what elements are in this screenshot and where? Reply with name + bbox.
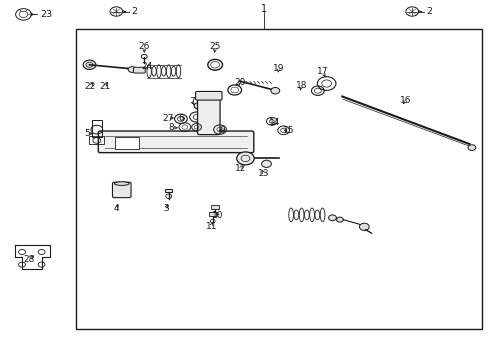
Text: 19: 19 — [272, 64, 284, 73]
Bar — [89, 136, 104, 144]
Circle shape — [194, 103, 203, 109]
Text: 21: 21 — [99, 82, 111, 91]
Text: 3: 3 — [163, 204, 169, 212]
Circle shape — [128, 67, 136, 72]
Circle shape — [236, 152, 254, 165]
Circle shape — [270, 87, 279, 94]
Bar — [76, 29, 481, 329]
Bar — [211, 205, 219, 209]
Text: 2: 2 — [426, 7, 431, 16]
Text: 1: 1 — [261, 4, 266, 14]
Text: 23: 23 — [40, 10, 52, 19]
FancyBboxPatch shape — [98, 131, 253, 153]
Text: 10: 10 — [212, 211, 224, 220]
Text: 18: 18 — [295, 81, 306, 90]
FancyBboxPatch shape — [195, 91, 222, 100]
Circle shape — [83, 60, 96, 69]
Circle shape — [467, 145, 475, 150]
Text: 22: 22 — [84, 82, 96, 91]
Text: 26: 26 — [138, 42, 150, 51]
Text: 6: 6 — [178, 113, 183, 122]
Text: 15: 15 — [282, 126, 294, 135]
Text: 27: 27 — [162, 113, 173, 122]
Text: 7: 7 — [189, 97, 195, 106]
Text: 25: 25 — [209, 42, 221, 51]
Text: 28: 28 — [23, 255, 35, 264]
Text: 8: 8 — [168, 123, 174, 132]
Text: 14: 14 — [268, 118, 280, 127]
Text: 5: 5 — [84, 129, 90, 138]
Text: 16: 16 — [399, 96, 411, 105]
Bar — [208, 212, 216, 216]
Text: 12: 12 — [234, 164, 246, 173]
Text: 9: 9 — [219, 126, 225, 135]
Text: 13: 13 — [258, 169, 269, 178]
Circle shape — [261, 160, 271, 167]
Bar — [115, 137, 139, 149]
Text: 11: 11 — [205, 222, 217, 231]
Text: 24: 24 — [141, 62, 152, 71]
Bar — [92, 120, 102, 137]
Circle shape — [328, 215, 336, 221]
Bar — [165, 189, 172, 192]
FancyBboxPatch shape — [112, 182, 131, 198]
Text: 2: 2 — [131, 7, 137, 16]
Text: 17: 17 — [316, 68, 328, 77]
Text: 4: 4 — [113, 204, 119, 213]
FancyBboxPatch shape — [133, 67, 145, 73]
Circle shape — [336, 217, 343, 222]
Text: 20: 20 — [233, 77, 245, 86]
Ellipse shape — [114, 182, 129, 185]
Circle shape — [359, 223, 368, 230]
FancyBboxPatch shape — [197, 98, 220, 135]
